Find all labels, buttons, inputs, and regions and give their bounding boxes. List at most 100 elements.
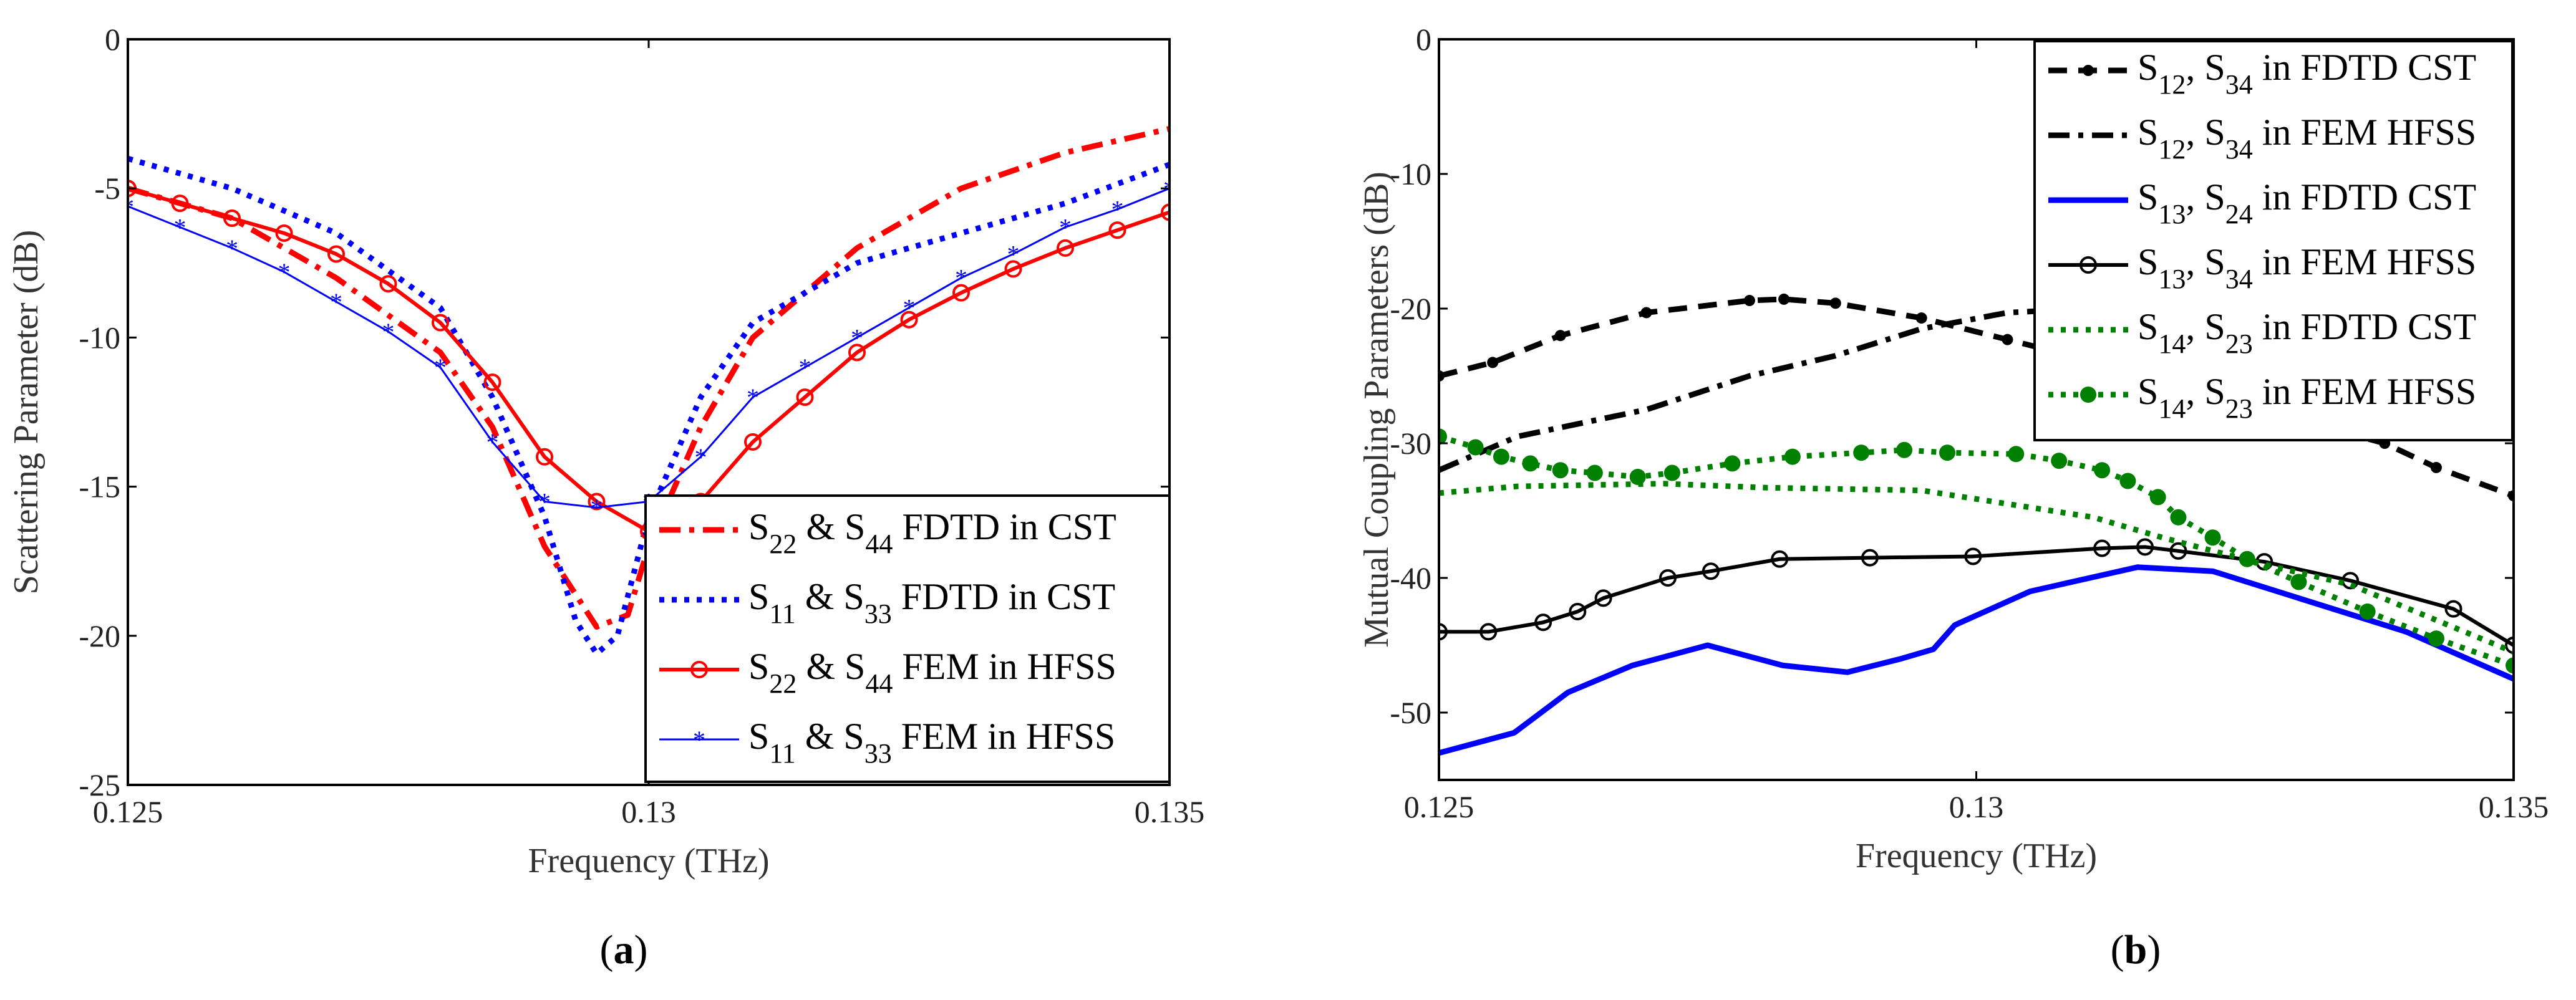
data-point [796, 388, 814, 406]
data-point [2002, 334, 2013, 345]
data-point [1663, 464, 1680, 481]
legend-box [2033, 40, 2514, 441]
subfigure-caption: (a) [600, 927, 648, 973]
data-point: * [1111, 196, 1124, 224]
subscript: 23 [2225, 329, 2253, 359]
legend-item: S12, S34 in FEM HFSS [2048, 112, 2476, 165]
subscript: 23 [2225, 393, 2253, 424]
data-point [2093, 539, 2111, 557]
subscript: 22 [769, 668, 797, 699]
data-point [588, 493, 606, 511]
legend-label: S13, S34 in FEM HFSS [2138, 241, 2476, 294]
data-point [379, 275, 397, 293]
label-text: in FEM HFSS [2253, 371, 2476, 412]
label-text: , S [2186, 241, 2225, 282]
data-point [1479, 623, 1498, 641]
data-point [483, 373, 501, 392]
data-point [952, 284, 970, 302]
data-point: * [903, 294, 916, 322]
y-tick-label: -10 [1390, 156, 1431, 191]
data-point [1629, 469, 1646, 485]
y-tick-label: -20 [79, 618, 120, 653]
data-point [1829, 297, 1841, 309]
data-point [2119, 473, 2136, 489]
data-point [1057, 239, 1074, 257]
data-point [2204, 529, 2221, 546]
data-point [2239, 550, 2255, 567]
caption-paren: ) [2147, 927, 2161, 973]
data-point: * [955, 264, 967, 292]
data-point [2428, 630, 2444, 647]
legend-item: S11 & S33 FDTD in CST [659, 576, 1115, 629]
legend-marker [2080, 387, 2096, 403]
subscript: 12 [2158, 134, 2186, 165]
label-text: S [2138, 306, 2158, 347]
legend-item: * S11 & S33 FEM in HFSS [659, 716, 1115, 769]
subscript: 12 [2158, 69, 2186, 100]
series-line-4 [1439, 481, 2514, 655]
caption-letter: b [2124, 927, 2147, 973]
label-text: , S [2186, 306, 2225, 347]
data-point [2094, 462, 2111, 479]
subscript: 11 [769, 599, 795, 629]
label-text: , S [2186, 371, 2225, 412]
data-point [1853, 445, 1870, 461]
y-tick-label: -40 [1390, 560, 1431, 595]
caption-paren: ) [634, 927, 648, 973]
label-text: in FDTD CST [2253, 306, 2476, 347]
data-point [1439, 623, 1448, 641]
data-point: * [799, 353, 811, 382]
label-text: FDTD in CST [893, 506, 1116, 547]
legend-marker: * [693, 726, 705, 754]
label-text: , S [2186, 176, 2225, 218]
data-point [1640, 307, 1652, 319]
y-tick-label: -10 [79, 320, 120, 355]
x-tick-label: 0.125 [93, 794, 163, 829]
legend-item: S13, S24 in FDTD CST [2048, 176, 2476, 229]
x-tick-label: 0.135 [1135, 794, 1205, 829]
legend-item: S22 & S44 FEM in HFSS [659, 646, 1116, 699]
subscript: 13 [2158, 199, 2186, 229]
legend-item: S13, S34 in FEM HFSS [2048, 241, 2476, 294]
data-point [1552, 462, 1569, 479]
series-line-3 [128, 187, 1169, 509]
data-point [2290, 574, 2307, 590]
data-point [171, 195, 189, 213]
data-point: * [122, 193, 134, 221]
label-text: S [748, 646, 769, 687]
data-point [1771, 550, 1789, 568]
subscript: 14 [2158, 329, 2186, 359]
x-axis-label: Frequency (THz) [528, 842, 769, 880]
series-line-0 [128, 126, 1169, 630]
data-point [1161, 203, 1169, 221]
data-point: * [591, 494, 603, 522]
data-point [1569, 603, 1587, 620]
legend-item: S12, S34 in FDTD CST [2048, 47, 2476, 100]
legend-label: S13, S24 in FDTD CST [2138, 176, 2476, 229]
data-point: * [174, 213, 186, 241]
data-point: * [382, 318, 395, 346]
label-text: in FDTD CST [2253, 176, 2476, 218]
data-point [1534, 613, 1552, 632]
data-point [1594, 589, 1612, 607]
legend-marker [2083, 65, 2094, 76]
legend-label: S11 & S33 FDTD in CST [748, 576, 1115, 629]
data-point: * [487, 428, 499, 456]
x-tick-label: 0.13 [621, 794, 676, 829]
data-point [1658, 569, 1677, 587]
subscript: 11 [769, 738, 795, 769]
subscript: 13 [2158, 264, 2186, 294]
data-point [744, 433, 762, 451]
y-axis-label: Mutual Coupling Parameters (dB) [1357, 171, 1396, 648]
series-line-2 [1439, 564, 2514, 756]
label-text: S [748, 576, 769, 617]
data-point [2359, 603, 2376, 620]
subscript: 34 [2225, 69, 2253, 100]
data-point [848, 344, 866, 362]
label-text: S [2138, 241, 2158, 282]
subscript: 14 [2158, 393, 2186, 424]
label-text: , S [2186, 47, 2225, 88]
data-point [1493, 448, 1509, 465]
data-point [2008, 446, 2025, 463]
data-point: * [434, 353, 447, 382]
